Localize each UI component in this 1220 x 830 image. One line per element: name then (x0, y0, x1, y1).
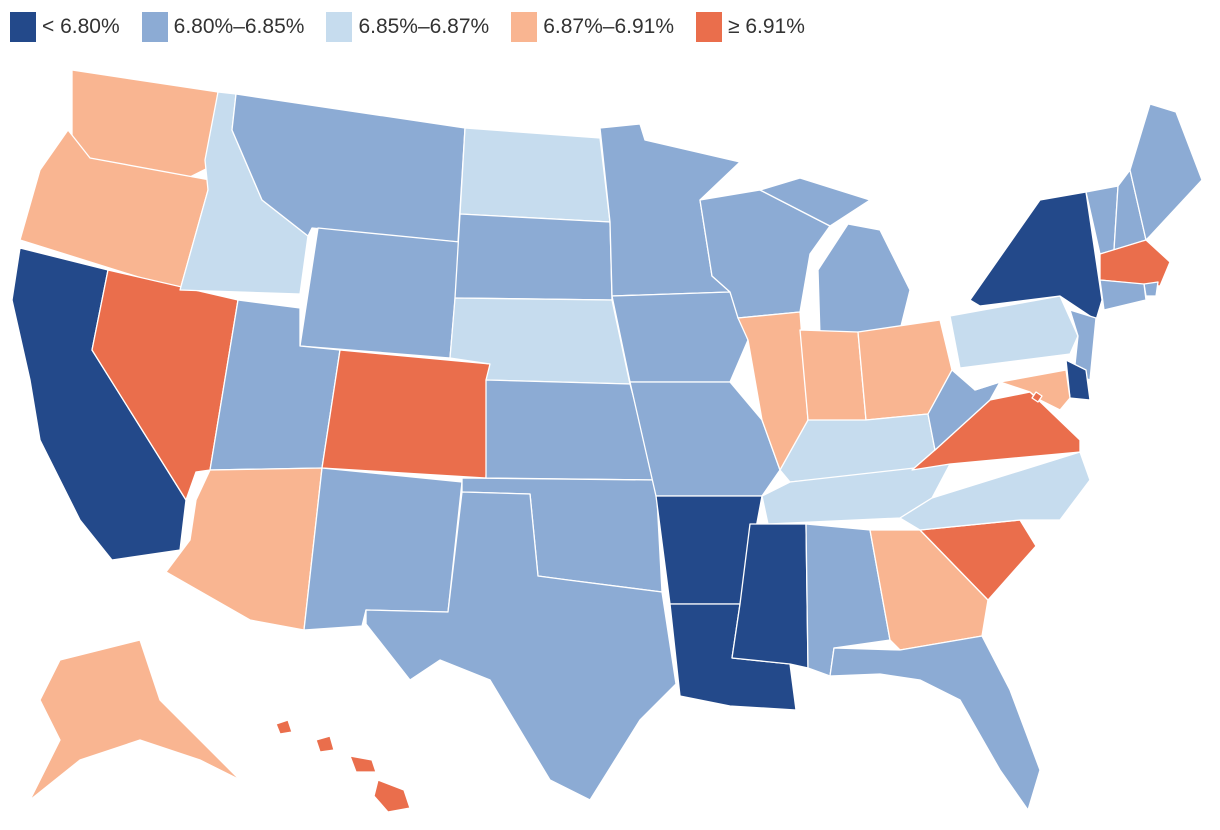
state-ri (1143, 281, 1159, 297)
state-shape-dc (1031, 391, 1043, 403)
legend-item-4: 6.87%–6.91% (511, 12, 674, 42)
state-shape-mi (759, 177, 871, 227)
legend-swatch-2 (141, 12, 168, 42)
state-co (321, 349, 491, 479)
state-me (1129, 103, 1203, 241)
state-sd (454, 213, 613, 301)
state-shape-hi (275, 719, 293, 735)
state-tx (365, 491, 677, 801)
state-shape-ak (29, 639, 241, 801)
state-shape-ri (1143, 281, 1159, 297)
state-shape-mo (629, 381, 781, 497)
state-ct (1099, 279, 1147, 311)
state-shape-sd (454, 213, 613, 301)
state-shape-nc (899, 451, 1091, 531)
state-shape-hi (373, 779, 411, 813)
state-shape-ny (969, 191, 1103, 321)
state-wy (299, 227, 461, 359)
legend-label-5: ≥ 6.91% (728, 15, 805, 38)
state-shape-wy (299, 227, 461, 359)
state-shape-fl (829, 635, 1041, 811)
legend-label-4: 6.87%–6.91% (543, 15, 674, 38)
state-fl (829, 635, 1041, 811)
legend-label-1: < 6.80% (42, 15, 120, 38)
state-pa (949, 295, 1079, 369)
legend-label-3: 6.85%–6.87% (358, 15, 490, 38)
state-mi (759, 177, 911, 341)
legend-swatch-5 (696, 12, 722, 42)
state-shape-co (321, 349, 491, 479)
state-shape-nm (303, 467, 463, 631)
state-ny (969, 191, 1103, 321)
state-ak (29, 639, 241, 801)
legend: < 6.80% 6.80%–6.85% 6.85%–6.87% 6.87%–6.… (10, 12, 827, 42)
state-ma (1099, 239, 1171, 287)
state-ia (611, 291, 749, 383)
legend-swatch-1 (10, 12, 36, 42)
state-shape-nd (459, 127, 611, 223)
state-shape-pa (949, 295, 1079, 369)
legend-item-2: 6.80%–6.85% (141, 12, 305, 42)
state-shape-hi (349, 755, 377, 773)
state-shape-ia (611, 291, 749, 383)
state-hi (275, 719, 411, 813)
state-shape-ct (1099, 279, 1147, 311)
state-shape-tx (365, 491, 677, 801)
legend-item-3: 6.85%–6.87% (326, 12, 489, 42)
state-nm (303, 467, 463, 631)
state-shape-ma (1099, 239, 1171, 287)
state-shape-ks (485, 379, 657, 481)
state-ks (485, 379, 657, 481)
legend-swatch-4 (511, 12, 538, 42)
legend-item-1: < 6.80% (10, 12, 120, 42)
state-nc (899, 451, 1091, 531)
legend-item-5: ≥ 6.91% (696, 12, 805, 42)
state-shape-mi (817, 223, 911, 341)
legend-label-2: 6.80%–6.85% (173, 15, 305, 38)
state-shape-md (974, 369, 1071, 411)
state-shape-hi (315, 735, 335, 753)
state-shape-me (1129, 103, 1203, 241)
state-md (974, 369, 1071, 411)
state-nd (459, 127, 611, 223)
state-mo (629, 381, 781, 497)
legend-swatch-3 (326, 12, 353, 42)
state-dc (1031, 391, 1043, 403)
